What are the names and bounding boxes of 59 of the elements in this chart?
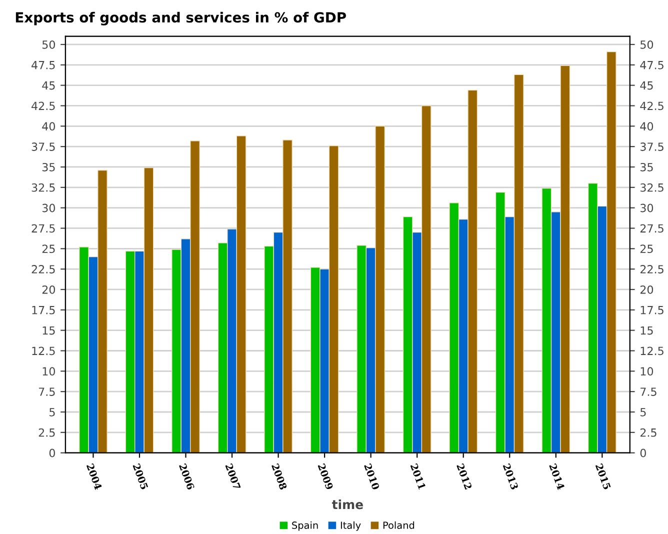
y2-tick-label: 5: [640, 408, 646, 416]
x-tick-label: 2007: [225, 463, 241, 490]
y2-tick-label: 25: [640, 244, 653, 254]
x-tick-label: 2012: [456, 463, 472, 490]
legend-label: Poland: [383, 521, 414, 529]
x-tick-label: 2009: [318, 463, 334, 490]
y-tick-label: 22.5: [32, 265, 55, 274]
y2-tick-label: 32.5: [640, 183, 664, 192]
legend-label: Italy: [340, 521, 361, 531]
y2-tick-label: 22.5: [640, 265, 664, 274]
y2-tick-label: 45: [640, 81, 653, 90]
y2-tick-label: 42.5: [640, 102, 664, 110]
x-tick-label: 2014: [549, 463, 565, 490]
x-tick-label: 2004: [86, 463, 102, 490]
y2-tick-label: 17.5: [640, 306, 664, 314]
y-tick-label: 20: [42, 285, 56, 294]
x-tick-label: 2013: [502, 463, 519, 490]
y-tick-label: 35: [42, 162, 55, 172]
y-tick-label: 32.5: [32, 183, 55, 192]
y-tick-label: 42.5: [32, 102, 55, 110]
x-axis-title: time: [332, 500, 363, 510]
y2-tick-label: 2.5: [640, 428, 656, 437]
x-tick-label: 2010: [364, 463, 380, 490]
y-tick-label: 0: [49, 448, 56, 458]
y-tick-label: 15: [42, 326, 55, 335]
y2-tick-label: 10: [640, 367, 654, 376]
y2-tick-label: 40: [640, 122, 654, 131]
x-tick-label: 2006: [178, 463, 195, 490]
chart-title: Exports of goods and services in % of GDP: [16, 12, 346, 26]
y-tick-label: 25: [42, 244, 55, 254]
y2-tick-label: 0: [640, 448, 646, 458]
y-tick-label: 5: [50, 408, 55, 416]
y2-tick-label: 12.5: [640, 346, 664, 356]
y-tick-label: 45: [42, 81, 55, 90]
y-tick-label: 47.5: [32, 61, 55, 70]
x-tick-label: 2011: [410, 463, 426, 490]
y2-tick-label: 35: [640, 162, 653, 172]
y2-tick-label: 30: [640, 204, 654, 212]
x-tick-label: 2015: [595, 463, 612, 490]
y-tick-label: 50: [42, 40, 56, 49]
y2-tick-label: 47.5: [640, 61, 664, 70]
y2-tick-label: 7.5: [640, 388, 656, 396]
y-tick-label: 2.5: [38, 428, 55, 437]
y-tick-label: 10: [42, 367, 56, 376]
y-tick-label: 30: [42, 204, 56, 212]
x-tick-label: 2008: [271, 463, 288, 490]
y-tick-label: 12.5: [32, 346, 55, 356]
legend-label: Spain: [292, 521, 318, 531]
y2-tick-label: 37.5: [640, 142, 664, 151]
y2-tick-label: 27.5: [640, 224, 664, 233]
y2-tick-label: 20: [640, 285, 654, 294]
y-tick-label: 37.5: [32, 142, 55, 151]
y-tick-label: 40: [42, 122, 56, 131]
x-tick-label: 2005: [132, 463, 148, 490]
y-tick-label: 17.5: [32, 306, 55, 314]
y2-tick-label: 50: [640, 40, 654, 49]
y-tick-label: 7.5: [38, 388, 55, 396]
y-tick-label: 27.5: [32, 224, 55, 233]
y2-tick-label: 15: [640, 326, 653, 335]
